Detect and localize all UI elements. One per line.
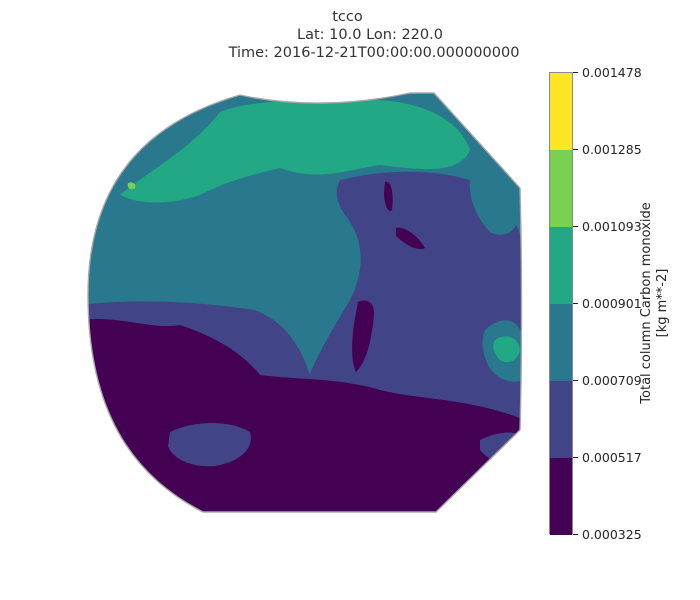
colorbar-tick-label: 0.000901 [582, 296, 642, 311]
colorbar-label: Total column Carbon monoxide [kg m**-2] [639, 202, 671, 403]
region-low-southwest-patch [168, 423, 251, 467]
region-high-north [120, 99, 470, 203]
colorbar-label-line2: [kg m**-2] [655, 268, 670, 338]
region-low-east [298, 171, 522, 440]
colorbar-tick-label: 0.000517 [582, 450, 642, 465]
colorbar-label-line1: Total column Carbon monoxide [639, 202, 654, 404]
colorbar-tick [573, 303, 578, 304]
colorbar-segment-2 [550, 150, 572, 227]
colorbar-tick [573, 72, 578, 73]
region-high-southeast [493, 336, 520, 363]
colorbar-tick-label: 0.001285 [582, 142, 642, 157]
colorbar-tick [573, 534, 578, 535]
colorbar-tick-label: 0.001093 [582, 219, 642, 234]
colorbar-tick [573, 226, 578, 227]
colorbar-segment-5 [550, 381, 572, 458]
colorbar [549, 72, 573, 535]
title-variable: tcco [332, 9, 363, 25]
colorbar-tick [573, 457, 578, 458]
region-lowest-south [88, 319, 522, 512]
colorbar-segment-3 [550, 227, 572, 304]
region-higher-spot [127, 182, 136, 190]
colorbar-tick-label: 0.001478 [582, 65, 642, 80]
globe-boundary [87, 92, 523, 513]
region-low-southeast-edge [480, 432, 522, 470]
plot-title: tcco Lat: 10.0 Lon: 220.0 Time: 2016-12-… [0, 8, 700, 62]
colorbar-segment-6 [550, 458, 572, 535]
title-time: Time: 2016-12-21T00:00:00.000000000 [228, 45, 520, 61]
colorbar-segment-1 [550, 73, 572, 150]
colorbar-tick [573, 149, 578, 150]
region-lowest-island-b [384, 181, 393, 211]
region-lowest-tongue [352, 300, 375, 372]
colorbar-segment-4 [550, 304, 572, 381]
colorbar-tick-label: 0.000709 [582, 373, 642, 388]
region-mid-basin [242, 211, 357, 291]
region-lowest-island-a [396, 227, 425, 250]
colorbar-tick-label: 0.000325 [582, 527, 642, 542]
colorbar-tick [573, 380, 578, 381]
title-location: Lat: 10.0 Lon: 220.0 [297, 27, 443, 43]
region-mid-east-lobe [469, 177, 520, 235]
